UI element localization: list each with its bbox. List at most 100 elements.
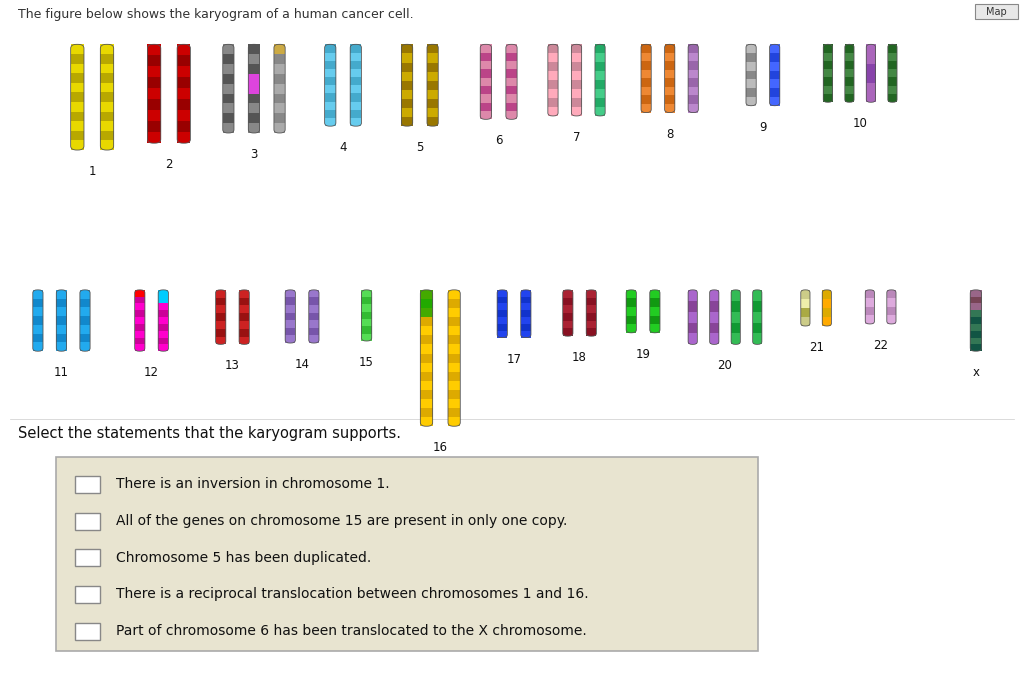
Bar: [135, 317, 145, 324]
Bar: [770, 71, 780, 79]
Bar: [449, 336, 461, 344]
Text: 14: 14: [295, 358, 309, 371]
Text: 22: 22: [873, 339, 888, 352]
Bar: [595, 71, 605, 80]
Text: 1: 1: [88, 165, 96, 178]
Bar: [147, 88, 161, 100]
Bar: [688, 104, 698, 113]
Bar: [971, 338, 981, 344]
Bar: [216, 297, 226, 306]
Bar: [866, 44, 876, 63]
Bar: [177, 44, 190, 55]
Bar: [75, 476, 100, 493]
Bar: [753, 301, 762, 312]
Bar: [274, 54, 285, 64]
Bar: [665, 44, 675, 53]
Bar: [285, 312, 295, 321]
Bar: [971, 331, 981, 338]
Bar: [420, 326, 432, 336]
Bar: [420, 399, 432, 408]
Bar: [688, 78, 698, 87]
Bar: [650, 299, 660, 307]
Bar: [480, 61, 492, 70]
Text: 17: 17: [507, 353, 521, 366]
Bar: [223, 74, 233, 84]
Bar: [571, 89, 582, 98]
Bar: [548, 80, 558, 89]
Bar: [420, 372, 432, 381]
Bar: [480, 44, 492, 53]
FancyBboxPatch shape: [56, 457, 758, 651]
Bar: [506, 61, 517, 70]
Bar: [520, 310, 530, 317]
Text: All of the genes on chromosome 15 are present in only one copy.: All of the genes on chromosome 15 are pr…: [116, 514, 567, 528]
Bar: [688, 61, 698, 70]
Bar: [100, 131, 114, 140]
Bar: [177, 132, 190, 143]
Bar: [420, 363, 432, 372]
Bar: [520, 324, 530, 331]
Bar: [498, 290, 508, 297]
Bar: [822, 308, 831, 317]
Bar: [449, 290, 461, 299]
Bar: [240, 337, 250, 344]
Bar: [33, 290, 43, 299]
Bar: [710, 323, 719, 333]
Bar: [520, 317, 530, 324]
Bar: [427, 72, 438, 80]
Bar: [688, 70, 698, 78]
Bar: [665, 87, 675, 95]
Text: Chromosome 5 has been duplicated.: Chromosome 5 has been duplicated.: [116, 551, 371, 565]
Text: 15: 15: [359, 356, 374, 369]
Text: The figure below shows the karyogram of a human cancer cell.: The figure below shows the karyogram of …: [18, 8, 414, 21]
Bar: [449, 353, 461, 363]
Bar: [420, 336, 432, 344]
Bar: [248, 44, 260, 54]
Bar: [325, 77, 336, 85]
Bar: [845, 69, 854, 78]
Bar: [274, 44, 285, 54]
Bar: [823, 69, 833, 78]
Bar: [688, 87, 698, 95]
Text: There is a reciprocal translocation between chromosomes 1 and 16.: There is a reciprocal translocation betw…: [116, 587, 589, 602]
Bar: [745, 44, 756, 53]
Bar: [427, 44, 438, 53]
Bar: [158, 317, 168, 324]
Bar: [449, 372, 461, 381]
Bar: [865, 316, 874, 324]
Text: There is an inversion in chromosome 1.: There is an inversion in chromosome 1.: [116, 477, 389, 492]
Bar: [548, 107, 558, 116]
Bar: [520, 290, 530, 297]
Bar: [770, 97, 780, 106]
Bar: [420, 353, 432, 363]
Bar: [158, 331, 168, 338]
Bar: [427, 108, 438, 117]
Bar: [665, 78, 675, 87]
Text: 21: 21: [809, 341, 823, 354]
Bar: [75, 586, 100, 603]
Bar: [274, 104, 285, 113]
Bar: [801, 290, 810, 299]
Bar: [361, 327, 372, 333]
Bar: [548, 62, 558, 71]
Bar: [216, 329, 226, 337]
Bar: [177, 77, 190, 88]
Bar: [665, 104, 675, 113]
Bar: [506, 44, 517, 53]
Bar: [80, 316, 90, 325]
Bar: [823, 53, 833, 61]
Bar: [731, 323, 740, 333]
Bar: [480, 86, 492, 94]
Bar: [688, 44, 698, 53]
Bar: [650, 316, 660, 324]
Bar: [309, 328, 319, 336]
Bar: [506, 86, 517, 94]
Bar: [865, 307, 874, 316]
Bar: [274, 113, 285, 123]
Bar: [71, 131, 84, 140]
Bar: [350, 53, 361, 61]
Bar: [449, 381, 461, 390]
Text: Map: Map: [986, 7, 1007, 16]
Text: 10: 10: [853, 117, 867, 130]
Bar: [33, 342, 43, 351]
